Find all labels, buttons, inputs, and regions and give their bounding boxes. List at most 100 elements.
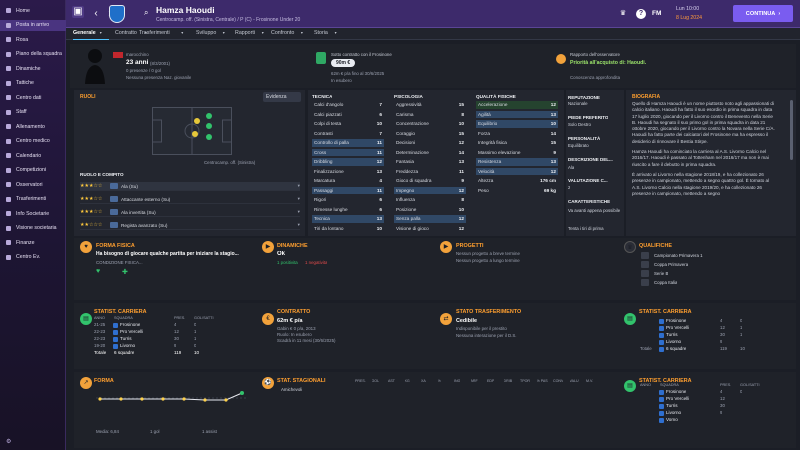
back-icon[interactable]: ‹	[94, 8, 98, 19]
role-stars: ★★★☆☆	[80, 209, 103, 215]
sidebar-item[interactable]: Piano della squadra	[0, 49, 66, 60]
attr-value: 7	[379, 130, 382, 136]
sidebar-item[interactable]: Allenamento	[0, 121, 66, 132]
role-shirt-icon	[110, 222, 118, 228]
search-icon[interactable]: ⌕	[144, 8, 149, 17]
career-col-header: PRES.	[174, 316, 186, 320]
help-icon[interactable]: ?	[636, 9, 646, 19]
tab-4[interactable]: Rapporti	[235, 30, 256, 36]
role-row[interactable]: ★★★☆☆ Attaccante esterno (Su) ▾	[80, 195, 300, 204]
role-label: Regista avanzato (Su)	[121, 222, 168, 228]
career-cell: Pro Vercelli	[666, 396, 690, 401]
trophy-icon[interactable]: ♛	[619, 10, 627, 17]
continue-button[interactable]: CONTINUA ›	[733, 5, 793, 22]
club-badge-icon	[113, 336, 118, 342]
description-value: Ala	[568, 165, 575, 170]
personality-value: Equilibrato	[568, 143, 589, 148]
club-logo[interactable]	[109, 5, 125, 23]
sidebar-item[interactable]: Centro dati	[0, 92, 66, 103]
contract-title: Sotto contratto con il Frosinone	[331, 52, 392, 57]
sidebar-item[interactable]: Trasferimenti	[0, 194, 66, 205]
role-chevron-icon[interactable]: ▾	[297, 183, 300, 188]
sidebar-item[interactable]: Osservatori	[0, 179, 66, 190]
career-cell: Totale	[640, 346, 652, 351]
sidebar-item[interactable]: Centro Ev.	[0, 252, 66, 263]
tab-chevron-icon[interactable]: ▾	[261, 30, 264, 35]
biography-scrollbar[interactable]	[790, 100, 793, 160]
attr-row: Determinazione 14	[394, 149, 466, 157]
season-title[interactable]: STAT. STAGIONALI	[277, 378, 326, 384]
tab-6[interactable]: Storia	[314, 30, 328, 36]
roles-dropdown[interactable]: Evidenza	[263, 92, 301, 102]
role-chevron-icon[interactable]: ▾	[297, 196, 300, 201]
date-full[interactable]: 8 Lug 2024	[676, 15, 702, 21]
projects-title[interactable]: PROGETTI	[456, 243, 484, 249]
sidebar-toggle-icon[interactable]: ▣	[72, 6, 84, 18]
career-title[interactable]: STATIST. CARRIERA	[94, 309, 147, 315]
attr-value: 7	[379, 102, 382, 108]
role-shirt-icon	[110, 196, 118, 202]
tab-chevron-icon[interactable]: ▾	[222, 30, 225, 35]
tab-chevron-icon[interactable]: ▾	[300, 30, 303, 35]
tab-chevron-icon[interactable]: ▾	[334, 30, 337, 35]
player-silhouette-icon	[84, 46, 106, 84]
competition-icon	[641, 252, 649, 259]
qualification-item: Coppa Primavera	[654, 262, 689, 267]
sidebar-item-label: Visione societaria	[16, 225, 57, 231]
sidebar-item[interactable]: Finanze	[0, 237, 66, 248]
tab-0[interactable]: Generale	[73, 30, 96, 36]
sidebar-item[interactable]: Home	[0, 5, 66, 16]
cards-row-1	[74, 238, 796, 300]
tab-chevron-icon[interactable]: ▾	[99, 30, 102, 35]
role-chevron-icon[interactable]: ▾	[297, 209, 300, 214]
tab-chevron-icon[interactable]: ▾	[181, 30, 184, 35]
career-cell: 0	[194, 322, 197, 327]
form-assists: 1 assist	[202, 429, 217, 434]
sidebar-item[interactable]: Info Societarie	[0, 208, 66, 219]
career3-title[interactable]: STATIST. CARRIERA	[639, 378, 692, 384]
sidebar-item[interactable]: Visione societaria	[0, 223, 66, 234]
dynamics-title[interactable]: DINAMICHE	[277, 243, 308, 249]
continue-label: CONTINUA	[745, 10, 776, 17]
attr-value: 13	[550, 159, 556, 165]
form-title[interactable]: FORMA	[94, 378, 114, 384]
contract-card-title[interactable]: CONTRATTO	[277, 309, 311, 315]
role-row[interactable]: ★★★☆☆ Ala invertita (Su) ▾	[80, 208, 300, 217]
attr-label: Coraggio	[396, 130, 416, 136]
career-cell: Vomo	[666, 417, 678, 422]
sidebar-item[interactable]: Tattiche	[0, 78, 66, 89]
transfer-title[interactable]: STATO TRASFERIMENTO	[456, 309, 522, 315]
tab-5[interactable]: Confronto	[271, 30, 295, 36]
attr-row: Tiri da lontano 10	[312, 225, 384, 233]
tab-3[interactable]: Sviluppo	[196, 30, 217, 36]
sidebar-item-icon	[6, 22, 11, 28]
info-column	[566, 90, 624, 236]
sidebar-item[interactable]: Staff	[0, 107, 66, 118]
role-row[interactable]: ★★★☆☆ Ala (Su) ▾	[80, 182, 300, 191]
qualifications-title[interactable]: QUALIFICHE	[639, 243, 672, 249]
fitness-title[interactable]: FORMA FISICA	[96, 243, 135, 249]
fm-menu-button[interactable]: FM	[652, 10, 662, 17]
sidebar-item[interactable]: Calendario	[0, 150, 66, 161]
personality-title: PERSONALITÀ	[568, 136, 601, 141]
tab-chevron-icon[interactable]: ▾	[144, 30, 147, 35]
career-icon: ▤	[80, 313, 92, 325]
sidebar-item[interactable]: Centro medico	[0, 136, 66, 147]
career2-title[interactable]: STATIST. CARRIERA	[639, 309, 692, 315]
sidebar-item[interactable]: Posta in arrivo	[0, 19, 66, 31]
sidebar-item[interactable]: Dinamiche	[0, 63, 66, 74]
career-cell: 12	[720, 396, 725, 401]
tab-1[interactable]: Contratto	[115, 30, 137, 36]
role-row[interactable]: ★★☆☆☆ Regista avanzato (Su) ▾	[80, 221, 300, 230]
career-cell: Livorno	[120, 343, 136, 348]
attr-label: Carisma	[396, 111, 414, 117]
role-chevron-icon[interactable]: ▾	[297, 222, 300, 227]
sidebar-item[interactable]: Rosa	[0, 34, 66, 45]
date-day: Lun 10:00	[676, 6, 700, 12]
biography-text: Quello di Hamza Haoudi è un nome piuttos…	[632, 101, 778, 234]
settings-icon[interactable]: ⚙	[6, 439, 12, 445]
sidebar-item[interactable]: Competizioni	[0, 165, 66, 176]
attr-label: Contrasti	[314, 130, 333, 136]
tab-2[interactable]: Trasferimenti	[139, 30, 170, 36]
attr-label: Forza	[478, 130, 490, 136]
